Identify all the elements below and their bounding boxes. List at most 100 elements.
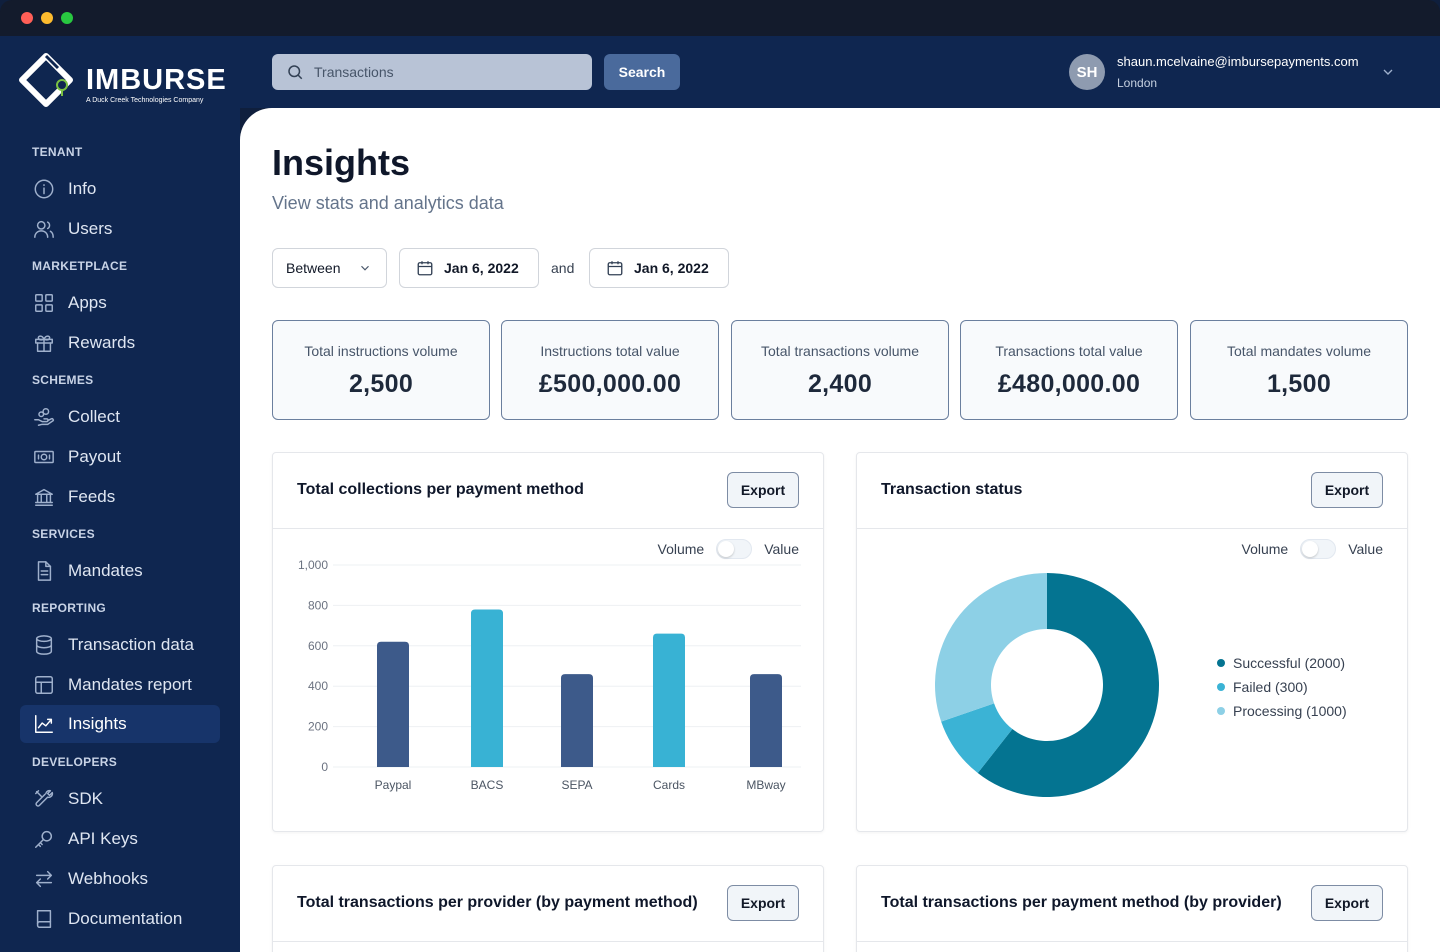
calendar-icon	[607, 261, 623, 276]
donut-legend: Successful (2000) Failed (300) Processing …	[1217, 651, 1347, 723]
date-range-joiner: and	[551, 260, 575, 276]
stat-card-mandates-volume: Total mandates volume 1,500	[1190, 320, 1408, 420]
sidebar-item-label: Rewards	[68, 333, 136, 352]
stat-label: Total transactions volume	[761, 343, 919, 359]
y-tick-label: 400	[308, 679, 328, 693]
status-panel: Transaction status Export Volume Value S…	[856, 452, 1408, 832]
sidebar-item-label: Payout	[68, 447, 121, 466]
sidebar-item-collect[interactable]: Collect	[20, 398, 220, 436]
sidebar-item-payout[interactable]: Payout	[20, 438, 220, 476]
table-icon	[32, 673, 56, 697]
end-date-picker[interactable]: Jan 6, 2022	[589, 248, 729, 288]
x-tick-label: Paypal	[375, 778, 412, 792]
bar	[377, 641, 409, 767]
chevron-down-icon	[1383, 69, 1393, 75]
sidebar-item-api-keys[interactable]: API Keys	[20, 820, 220, 858]
imburse-logo-icon	[19, 53, 73, 107]
search-input[interactable]	[314, 64, 574, 80]
sidebar-item-insights[interactable]: Insights	[20, 705, 220, 743]
sidebar-item-label: Insights	[68, 714, 127, 733]
bar	[471, 609, 503, 767]
sidebar-item-label: Apps	[68, 293, 107, 312]
status-donut-chart	[935, 573, 1159, 797]
sidebar-item-sdk[interactable]: SDK	[20, 780, 220, 818]
export-button[interactable]: Export	[1311, 885, 1383, 921]
sidebar-item-label: Mandates	[68, 561, 143, 580]
start-date-value: Jan 6, 2022	[444, 260, 519, 276]
brand-name: IMBURSE	[86, 64, 227, 96]
bar	[653, 633, 685, 767]
sidebar-item-mandates[interactable]: Mandates	[20, 552, 220, 590]
panel-header: Total transactions per payment method (b…	[857, 866, 1407, 942]
sidebar-item-apps[interactable]: Apps	[20, 284, 220, 322]
nav-section-schemes: SCHEMES	[32, 373, 94, 387]
nav-section-marketplace: MARKETPLACE	[32, 259, 128, 273]
gift-icon	[32, 331, 56, 355]
toggle-label-volume: Volume	[1241, 541, 1289, 557]
sidebar-item-transaction-data[interactable]: Transaction data	[20, 626, 220, 664]
sidebar-item-feeds[interactable]: Feeds	[20, 478, 220, 516]
volume-value-toggle[interactable]	[716, 539, 753, 559]
sidebar-item-documentation[interactable]: Documentation	[20, 900, 220, 938]
sidebar-item-label: Mandates report	[68, 675, 192, 694]
panel-header: Total collections per payment method Exp…	[273, 453, 823, 529]
legend-dot	[1217, 683, 1225, 691]
banknote-icon	[32, 445, 56, 469]
sidebar-item-label: Info	[68, 179, 97, 198]
avatar[interactable]: SH	[1069, 54, 1105, 90]
collections-bar-chart: 0 200 400 600 800 1,000 Paypal BACS SEPA Cards MBw…	[298, 558, 801, 792]
panel-title: Total collections per payment method	[297, 481, 584, 498]
calendar-icon	[417, 261, 433, 276]
panel-title: Total transactions per payment method (b…	[881, 894, 1282, 911]
volume-value-toggle[interactable]	[1300, 539, 1337, 559]
hand-coins-icon	[32, 405, 56, 429]
end-date-value: Jan 6, 2022	[634, 260, 709, 276]
sidebar-item-label: Users	[68, 219, 113, 238]
minimize-window-icon[interactable]	[41, 12, 53, 24]
export-button[interactable]: Export	[1311, 472, 1383, 508]
stat-card-transactions-value: Transactions total value £480,000.00	[960, 320, 1178, 420]
users-icon	[32, 217, 56, 241]
main-content: Insights View stats and analytics data B…	[240, 108, 1440, 952]
sidebar-item-info[interactable]: Info	[20, 170, 220, 208]
page-subtitle: View stats and analytics data	[272, 193, 504, 213]
nav-section-developers: DEVELOPERS	[32, 755, 118, 769]
user-location: London	[1117, 76, 1158, 90]
sidebar-item-rewards[interactable]: Rewards	[20, 324, 220, 362]
stat-value: 2,500	[348, 370, 414, 398]
volume-value-toggle-row: Volume Value	[1242, 539, 1383, 559]
sidebar-item-label: Collect	[68, 407, 120, 426]
stat-value: £500,000.00	[538, 370, 682, 398]
sidebar-item-label: Documentation	[68, 909, 183, 928]
toggle-label-value: Value	[764, 541, 799, 557]
search-button[interactable]: Search	[604, 54, 680, 90]
panel-header: Total transactions per provider (by paym…	[273, 866, 823, 942]
tools-icon	[32, 787, 56, 811]
method-panel: Total transactions per payment method (b…	[856, 865, 1408, 952]
sidebar-item-webhooks[interactable]: Webhooks	[20, 860, 220, 898]
chart-line-icon	[32, 712, 56, 736]
x-tick-label: BACS	[471, 778, 504, 792]
sidebar-item-mandates-report[interactable]: Mandates report	[20, 666, 220, 704]
x-tick-label: SEPA	[561, 778, 592, 792]
legend-label: Failed (300)	[1233, 679, 1308, 695]
stat-label: Total instructions volume	[304, 343, 458, 359]
stat-value: 1,500	[1266, 370, 1332, 398]
close-window-icon[interactable]	[21, 12, 33, 24]
export-button[interactable]: Export	[727, 885, 799, 921]
search-icon	[288, 65, 303, 80]
sidebar-item-label: Transaction data	[68, 635, 194, 654]
export-button[interactable]: Export	[727, 472, 799, 508]
user-menu-toggle[interactable]	[1380, 64, 1396, 85]
sidebar-item-users[interactable]: Users	[20, 210, 220, 248]
search-field[interactable]	[272, 54, 592, 90]
range-mode-select[interactable]: Between	[272, 248, 387, 288]
maximize-window-icon[interactable]	[61, 12, 73, 24]
y-tick-label: 200	[308, 720, 328, 734]
page-title: Insights	[272, 142, 411, 183]
x-tick-label: Cards	[653, 778, 685, 792]
collections-panel: Total collections per payment method Exp…	[272, 452, 824, 832]
brand-logo[interactable]: IMBURSE A Duck Creek Technologies Compan…	[16, 52, 226, 112]
sidebar-item-label: API Keys	[68, 829, 138, 848]
start-date-picker[interactable]: Jan 6, 2022	[399, 248, 539, 288]
